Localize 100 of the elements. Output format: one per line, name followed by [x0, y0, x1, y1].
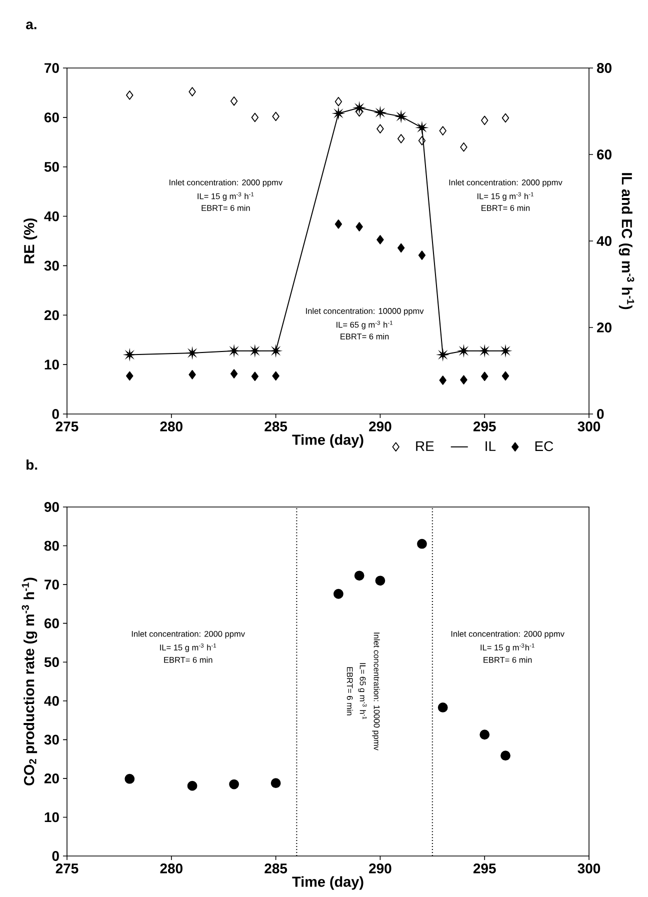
- annotation: EBRT= 6 min: [340, 333, 389, 340]
- point: [502, 113, 510, 123]
- annotation: EBRT= 6 min: [346, 667, 353, 716]
- x-axis-title: Time (day): [292, 876, 364, 890]
- y-tick-label: 60: [44, 112, 59, 122]
- y2-axis-title: IL and EC (g m$^{-3}$ h$^{-1}$): [618, 173, 634, 310]
- point: [438, 702, 448, 712]
- point: [126, 90, 134, 100]
- point: [481, 116, 488, 126]
- point: [251, 372, 259, 382]
- y-tick-label: 50: [44, 657, 59, 668]
- point: [376, 235, 384, 244]
- annotation: Inlet concentration: 2000 ppmv: [170, 179, 283, 188]
- y-tick-label: 20: [44, 773, 59, 784]
- chart-title: a.: [26, 22, 36, 30]
- point: [502, 371, 510, 381]
- annotation: IL= 15 g m$^{-3}$ h$^{-1}$: [160, 643, 216, 652]
- point: [126, 371, 134, 381]
- point: [418, 136, 426, 146]
- point: [188, 87, 196, 96]
- x-tick-label: 295: [473, 422, 496, 432]
- x-tick-label: 280: [160, 422, 182, 432]
- point: [460, 375, 468, 384]
- point: [376, 124, 384, 134]
- point: [334, 96, 342, 106]
- point: [356, 222, 363, 232]
- x-tick-label: 290: [369, 864, 392, 874]
- annotation: EBRT= 6 min: [164, 656, 212, 663]
- x-tick-label: 300: [578, 864, 600, 874]
- point: [418, 250, 426, 260]
- point: [375, 576, 386, 586]
- annotation: IL= 15 g m$^{-3}$ h$^{-1}$: [478, 192, 534, 201]
- x-tick-label: 290: [369, 422, 392, 432]
- point: [460, 142, 468, 152]
- y-tick-label: 10: [44, 360, 59, 370]
- annotation: EBRT= 6 min: [482, 204, 530, 211]
- point: [480, 730, 490, 740]
- point: [230, 369, 238, 378]
- point: [251, 112, 259, 122]
- legend-label: RE: [416, 441, 434, 451]
- y-tick-label: 40: [44, 696, 59, 706]
- annotation: IL= 65 g m$^{-3}$ h$^{-1}$: [358, 663, 367, 720]
- y-tick-label: 30: [44, 734, 59, 745]
- y2-tick-label: 60: [597, 150, 612, 160]
- y2-tick-label: 40: [596, 236, 612, 246]
- annotation: Inlet concentration: 2000 ppmv: [449, 179, 562, 188]
- x-tick-label: 285: [264, 422, 288, 432]
- annotation: EBRT= 6 min: [202, 204, 250, 211]
- legend-label: IL: [486, 441, 496, 451]
- x-tick-label: 285: [264, 864, 288, 874]
- y-tick-label: 70: [44, 580, 59, 590]
- point: [397, 243, 405, 253]
- point: [439, 126, 446, 136]
- annotation: Inlet concentration: 2000 ppmv: [132, 630, 245, 638]
- y-tick-label: 20: [44, 310, 59, 320]
- point: [481, 372, 488, 382]
- point: [354, 570, 364, 581]
- y-axis-title: CO$_{2}$ production rate (g m$^{-3}$ h$^{-1}$): [22, 578, 38, 786]
- point: [229, 779, 239, 790]
- point: [333, 588, 344, 599]
- annotation: Inlet concentration: 10000 ppmv: [372, 632, 380, 750]
- annotation: EBRT= 6 min: [484, 656, 532, 663]
- y-tick-label: 30: [44, 260, 59, 271]
- y-tick-label: 10: [44, 812, 59, 822]
- annotation: Inlet concentration: 10000 ppmv: [306, 308, 424, 316]
- chart-title: b.: [26, 460, 38, 470]
- y-tick-label: 90: [44, 502, 59, 512]
- y-tick-label: 0: [52, 851, 59, 861]
- point: [334, 219, 342, 229]
- annotation: Inlet concentration: 2000 ppmv: [451, 630, 564, 638]
- legend-label: EC: [535, 441, 554, 452]
- point: [272, 112, 280, 122]
- annotation: IL= 15 g m$^{-3}$ h$^{-1}$: [198, 192, 254, 201]
- point: [230, 96, 238, 106]
- point: [500, 750, 510, 761]
- y-axis-title: RE (%): [24, 218, 38, 264]
- point: [417, 538, 427, 549]
- point: [397, 134, 405, 144]
- point: [187, 780, 198, 791]
- y-tick-label: 0: [52, 409, 59, 419]
- y2-tick-label: 0: [597, 409, 604, 419]
- x-tick-label: 275: [56, 864, 78, 874]
- point: [270, 778, 281, 788]
- y2-tick-label: 80: [596, 63, 612, 73]
- point: [124, 774, 135, 784]
- y-tick-label: 50: [44, 162, 59, 172]
- point: [188, 370, 196, 380]
- y-tick-label: 40: [44, 211, 59, 222]
- x-tick-label: 300: [578, 422, 600, 432]
- y-tick-label: 80: [44, 540, 59, 551]
- annotation: IL= 65 g m$^{-3}$ h$^{-1}$: [336, 320, 393, 330]
- x-tick-label: 275: [56, 422, 78, 432]
- x-tick-label: 295: [473, 864, 496, 874]
- annotation: IL= 15 g m$^{-3}$h$^{-1}$: [480, 643, 534, 652]
- y2-tick-label: 20: [597, 322, 612, 332]
- point: [439, 376, 446, 385]
- y-tick-label: 70: [44, 63, 59, 73]
- x-axis-title: Time (day): [292, 434, 364, 448]
- y-tick-label: 60: [44, 618, 59, 628]
- point: [272, 371, 280, 381]
